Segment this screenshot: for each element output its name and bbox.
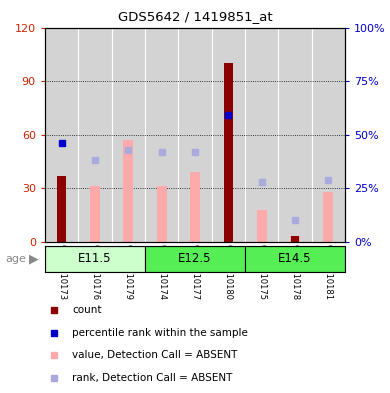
Bar [145,246,245,272]
Bar [312,28,345,242]
Text: ▶: ▶ [29,252,39,266]
Bar [291,236,299,242]
Bar [157,186,167,242]
Bar [123,140,133,242]
Bar [245,28,278,242]
Bar [290,236,300,242]
Text: percentile rank within the sample: percentile rank within the sample [72,328,248,338]
Text: rank, Detection Call = ABSENT: rank, Detection Call = ABSENT [72,373,232,383]
Bar [45,246,145,272]
Text: GDS5642 / 1419851_at: GDS5642 / 1419851_at [118,10,272,23]
Text: E12.5: E12.5 [178,252,212,266]
Text: E11.5: E11.5 [78,252,112,266]
Bar [224,63,232,242]
Bar [323,192,333,242]
Bar [112,28,145,242]
Bar [78,28,112,242]
Bar [212,28,245,242]
Bar [278,28,312,242]
Bar [190,172,200,242]
Bar [90,186,100,242]
Bar [57,176,66,242]
Text: value, Detection Call = ABSENT: value, Detection Call = ABSENT [72,350,237,360]
Bar [45,28,78,242]
Bar [145,28,178,242]
Text: count: count [72,305,101,315]
Bar [257,209,267,242]
Text: age: age [6,254,27,264]
Bar [178,28,212,242]
Text: E14.5: E14.5 [278,252,312,266]
Bar [245,246,345,272]
